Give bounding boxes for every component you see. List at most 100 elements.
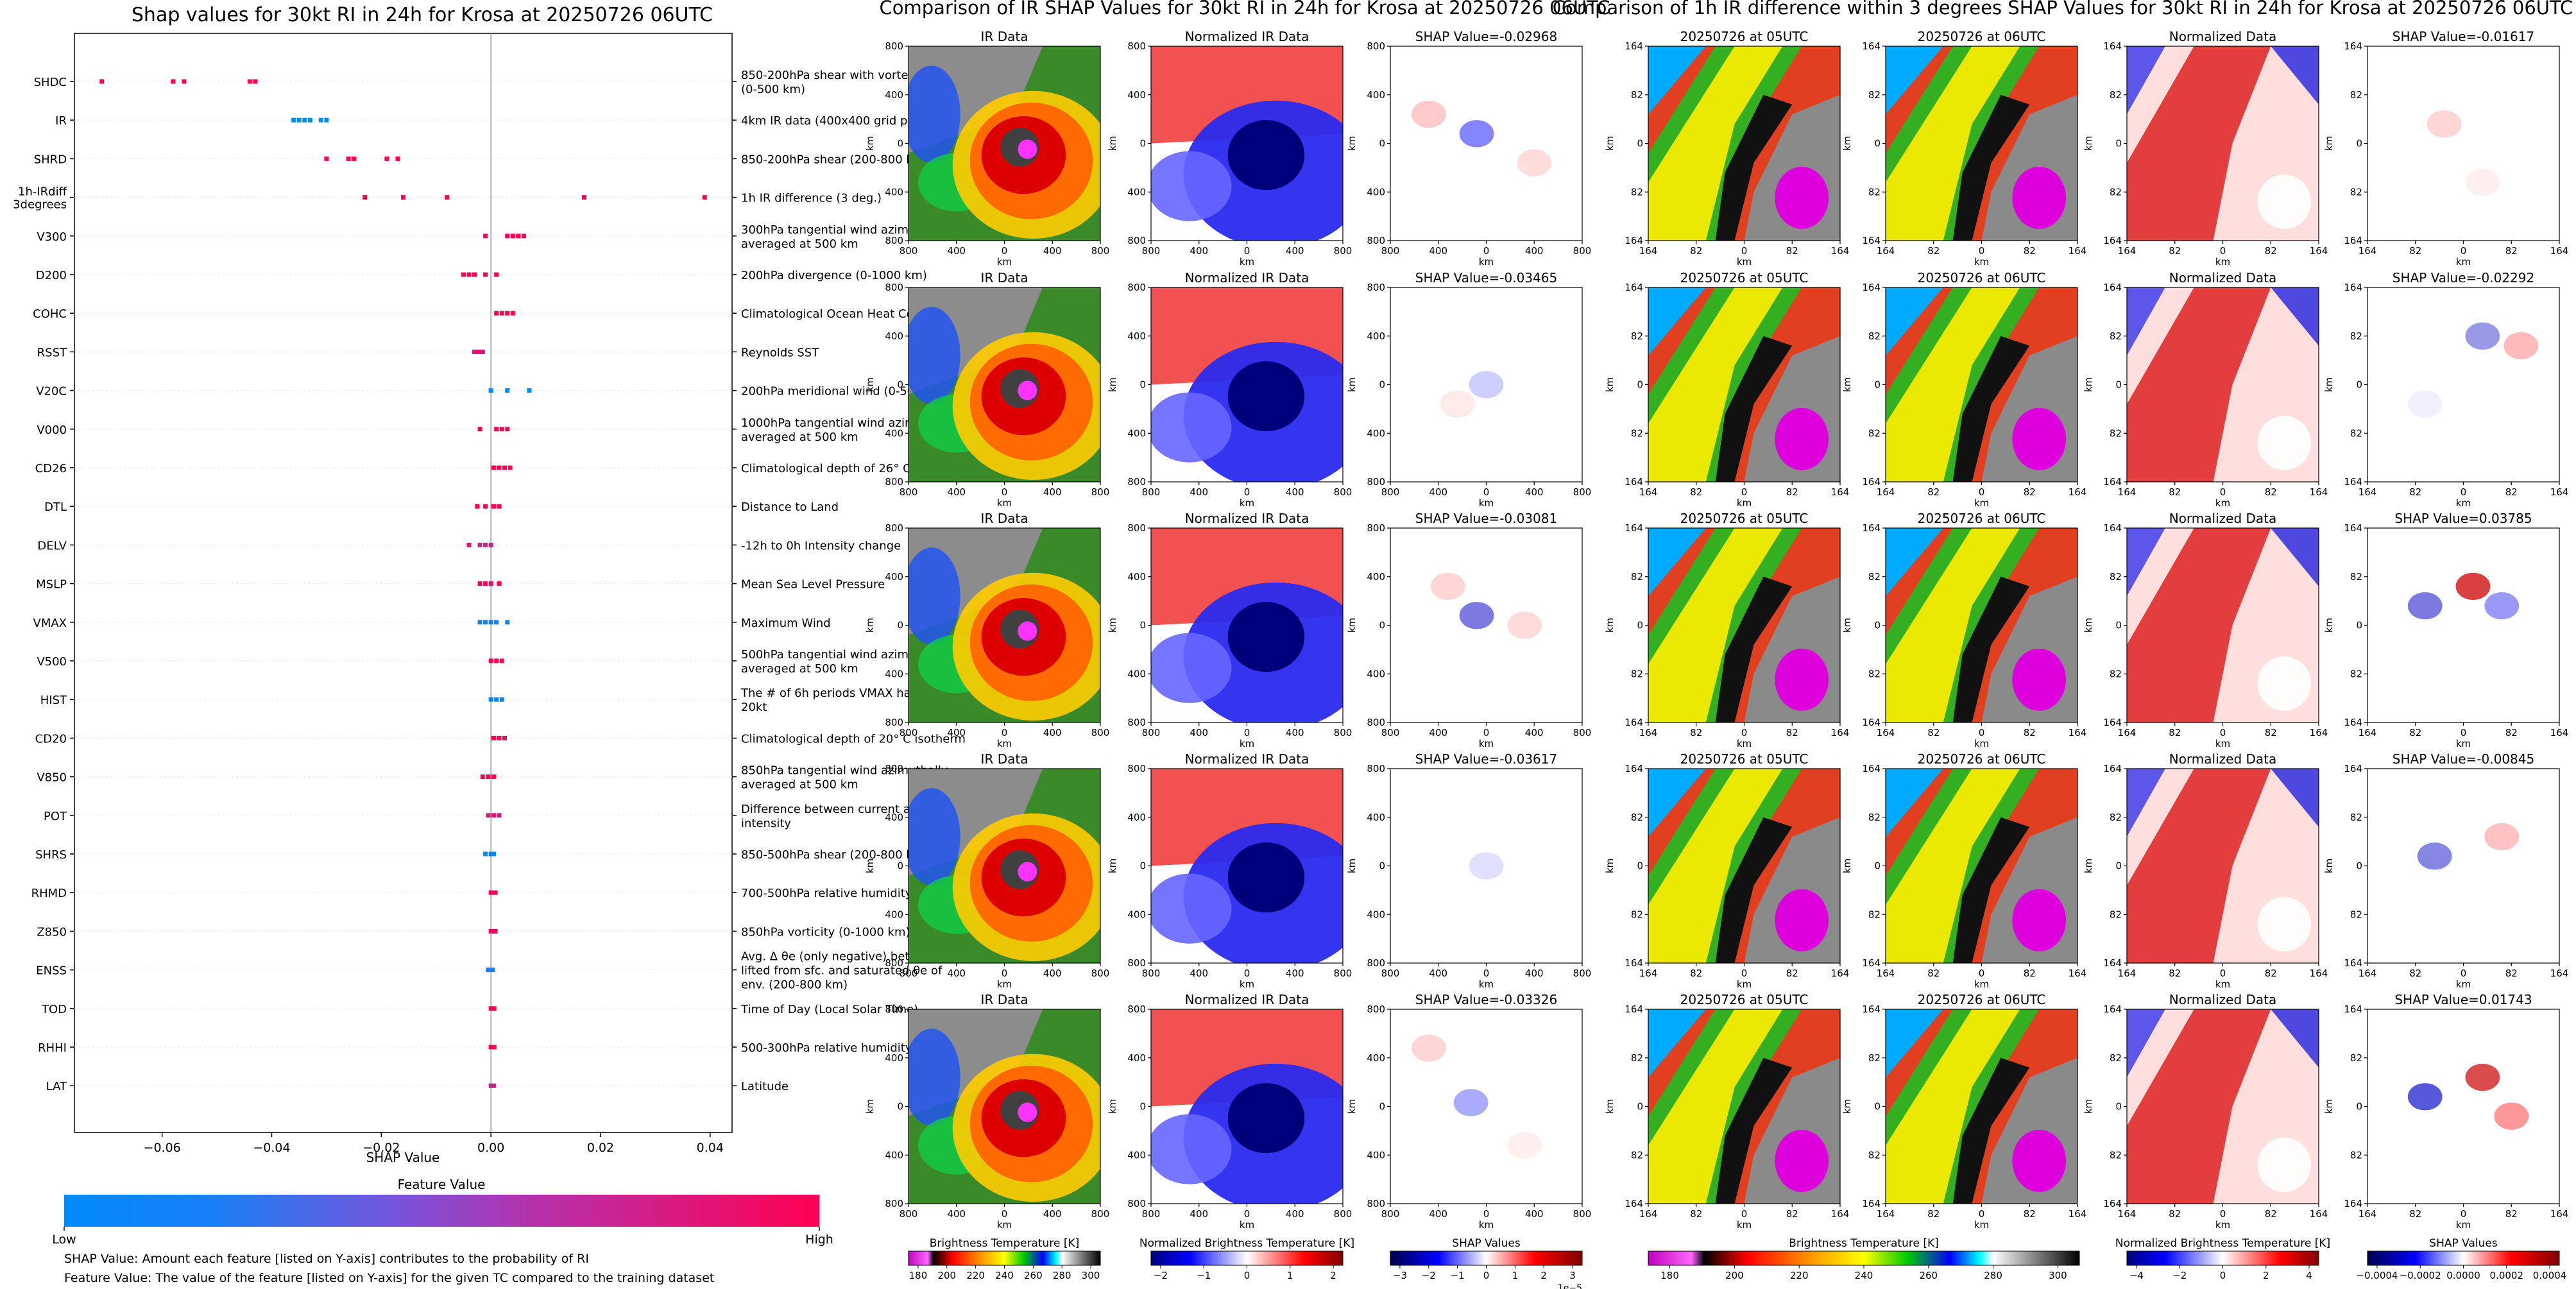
panel-y-tick-label: 400 bbox=[1367, 1149, 1385, 1161]
panel-x-label: km bbox=[1737, 978, 1752, 990]
shap-point bbox=[497, 581, 502, 586]
shap-point bbox=[486, 968, 491, 973]
panel-y-tick-label: 400 bbox=[885, 427, 903, 439]
image-feature bbox=[1517, 149, 1552, 177]
panel-x-tick-label: 164 bbox=[1639, 1208, 1658, 1220]
image-feature bbox=[1886, 769, 1943, 837]
colorbar-tick-label: −1 bbox=[1451, 1270, 1465, 1281]
colorbar: SHAP Values −3 −2 −1 0 1 2 3 1e−5 bbox=[1390, 1237, 1583, 1289]
panel-x-tick-label: 400 bbox=[947, 1208, 966, 1220]
panel-y-label: km bbox=[1841, 858, 1853, 873]
shap-point bbox=[363, 195, 368, 200]
panel-image bbox=[1886, 769, 2077, 963]
panel-title: SHAP Value=-0.02968 bbox=[1415, 29, 1557, 44]
panel-title: 20250726 at 05UTC bbox=[1680, 511, 1809, 526]
panel-x-tick-label: 0 bbox=[1741, 1208, 1748, 1220]
panel-x-tick-label: 164 bbox=[1639, 245, 1658, 257]
panel-y-tick-label: 82 bbox=[1868, 668, 1881, 679]
shap-point bbox=[491, 1045, 497, 1050]
image-panel: SHAP Value=-0.03326800800400400004004008… bbox=[1346, 992, 1591, 1231]
colorbar-gradient bbox=[1150, 1251, 1343, 1266]
panel-x-tick-label: 82 bbox=[2024, 1208, 2036, 1220]
feature-description-label: lifted from sfc. and saturated θe of bbox=[741, 964, 943, 978]
shap-point bbox=[510, 311, 515, 316]
panel-x-label: km bbox=[1737, 738, 1752, 749]
feature-description-label: averaged at 500 km bbox=[741, 778, 858, 792]
shap-point bbox=[488, 928, 493, 934]
shap-point bbox=[499, 427, 504, 432]
panel-x-tick-label: 164 bbox=[2068, 727, 2087, 738]
image-feature bbox=[908, 65, 960, 163]
image-panel: Normalized Data1641648282008282164164kmk… bbox=[2083, 29, 2328, 268]
shap-point bbox=[401, 195, 405, 200]
image-panel: 20250726 at 05UTC1641648282008282164164k… bbox=[1604, 992, 1849, 1231]
image-feature bbox=[2484, 592, 2520, 620]
panel-x-tick-label: 0 bbox=[1244, 1208, 1250, 1220]
shap-x-tick-label: −0.04 bbox=[253, 1141, 290, 1155]
panel-y-tick-label: 800 bbox=[1367, 1003, 1385, 1015]
shap-point bbox=[247, 79, 252, 84]
image-feature bbox=[1715, 817, 1793, 963]
image-panel: SHAP Value=-0.00845164164828200828216416… bbox=[2323, 751, 2568, 990]
image-feature bbox=[2465, 322, 2500, 350]
panel-x-tick-label: 82 bbox=[2409, 486, 2421, 498]
panel-y-tick-label: 0 bbox=[1139, 620, 1146, 631]
panel-x-tick-label: 82 bbox=[1690, 968, 1702, 979]
feature-code-label: SHRD bbox=[34, 153, 67, 166]
feature-code-label: CD20 bbox=[35, 732, 67, 746]
panel-x-tick-label: 164 bbox=[2550, 727, 2569, 738]
panel-x-tick-label: 82 bbox=[2024, 727, 2036, 738]
panel-x-tick-label: 82 bbox=[1786, 1208, 1798, 1220]
image-feature bbox=[1648, 528, 1783, 722]
shap-point bbox=[493, 928, 498, 934]
panel-y-tick-label: 164 bbox=[1625, 235, 1643, 246]
panel-x-tick-label: 164 bbox=[1877, 1208, 1895, 1220]
shap-point bbox=[493, 890, 498, 895]
panel-y-tick-label: 164 bbox=[1862, 717, 1881, 728]
feature-code-label: HIST bbox=[40, 694, 67, 707]
panel-y-tick-label: 164 bbox=[2344, 522, 2362, 534]
shap-point bbox=[491, 735, 496, 740]
feature-description-label: intensity bbox=[741, 817, 791, 830]
panel-x-tick-label: 400 bbox=[1043, 727, 1062, 738]
panel-y-label: km bbox=[1346, 1099, 1358, 1114]
panel-x-label: km bbox=[2215, 497, 2230, 509]
panel-y-tick-label: 800 bbox=[1367, 957, 1385, 969]
panel-x-tick-label: 82 bbox=[1786, 968, 1798, 979]
panel-y-tick-label: 82 bbox=[2350, 571, 2362, 583]
shap-point bbox=[324, 156, 329, 161]
panel-y-tick-label: 400 bbox=[1127, 186, 1146, 198]
shap-point bbox=[483, 581, 488, 586]
panel-y-label: km bbox=[2083, 1099, 2094, 1114]
panel-x-label: km bbox=[1974, 978, 1989, 990]
panel-x-tick-label: 800 bbox=[1091, 486, 1110, 498]
panel-y-tick-label: 82 bbox=[2350, 668, 2362, 679]
panel-x-tick-label: 82 bbox=[2169, 1208, 2181, 1220]
shap-point bbox=[488, 542, 493, 547]
image-feature bbox=[1886, 1009, 1943, 1078]
shap-x-tick-label: −0.06 bbox=[144, 1141, 181, 1155]
image-feature bbox=[1018, 1102, 1037, 1122]
shap-point bbox=[480, 349, 485, 354]
panel-image bbox=[2367, 287, 2559, 482]
panel-image bbox=[2367, 528, 2559, 722]
shap-point bbox=[497, 504, 502, 509]
colorbar-gradient bbox=[1390, 1251, 1583, 1266]
panel-x-tick-label: 0 bbox=[2220, 1208, 2226, 1220]
image-panel: SHAP Value=-0.03081800800400400004004008… bbox=[1346, 511, 1591, 749]
panel-y-label: km bbox=[1107, 618, 1118, 633]
feature-code-label: V300 bbox=[37, 230, 67, 244]
colorbar-tick-label: 1 bbox=[1512, 1270, 1519, 1281]
feature-description-label: averaged at 500 km bbox=[741, 662, 858, 676]
image-feature bbox=[1648, 46, 1783, 241]
panel-image bbox=[1648, 1009, 1840, 1204]
colorbar-label: Normalized Brightness Temperature [K] bbox=[2115, 1237, 2330, 1250]
panel-x-tick-label: 400 bbox=[1429, 245, 1447, 257]
image-background bbox=[2367, 46, 2559, 241]
panel-y-tick-label: 82 bbox=[2110, 1149, 2122, 1161]
image-feature bbox=[1715, 94, 1793, 241]
panel-x-tick-label: 0 bbox=[2220, 968, 2226, 979]
image-feature bbox=[908, 788, 960, 885]
feature-code-label: RSST bbox=[37, 346, 67, 359]
panel-image bbox=[1390, 1009, 1582, 1204]
